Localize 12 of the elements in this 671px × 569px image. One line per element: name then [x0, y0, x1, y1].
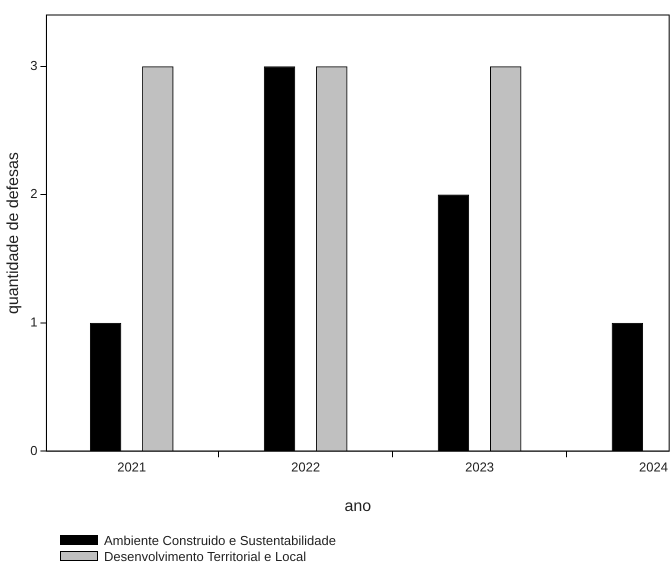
- x-tick-label: 2023: [465, 460, 494, 475]
- x-tick-label: 2021: [117, 460, 146, 475]
- legend-label: Ambiente Construido e Sustentabilidade: [104, 532, 336, 548]
- y-axis-title: quantidade de defesas: [5, 152, 22, 314]
- x-axis-title: ano: [344, 498, 372, 515]
- y-tick-label: 0: [30, 442, 38, 458]
- x-tick-label: 2022: [291, 460, 320, 475]
- x-tick-label: 2024: [639, 460, 668, 475]
- y-tick-label: 1: [30, 314, 38, 330]
- y-tick-label: 3: [30, 58, 38, 73]
- y-tick-label: 2: [30, 186, 38, 202]
- legend-label: Desenvolvimento Territorial e Local: [104, 548, 306, 564]
